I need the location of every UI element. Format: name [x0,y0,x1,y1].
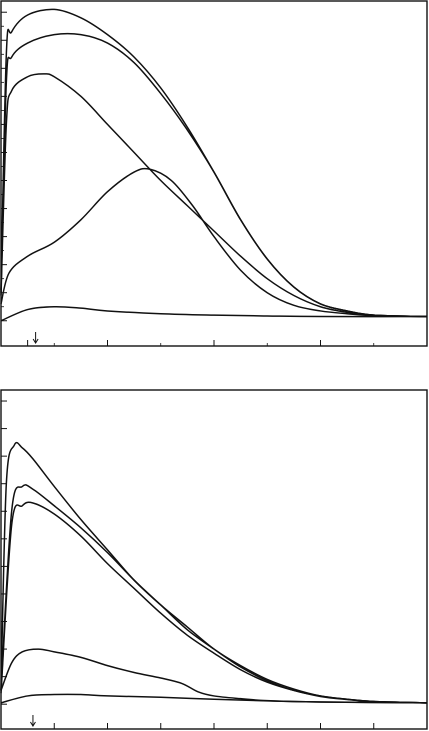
series-line-5 [0,305,428,322]
chart-panel-2 [0,389,428,730]
injection-arrow-head [32,338,39,344]
series-line-2 [0,484,428,704]
series-line-3 [0,501,428,704]
injection-arrow-head [30,721,36,727]
series-line-4 [0,167,428,318]
series-line-2 [0,32,428,318]
plot-frame [0,389,428,730]
series-line-1 [0,8,428,318]
series-line-3 [0,73,428,318]
chart-panel-1 [0,0,428,347]
series-line-5 [0,693,428,704]
series-line-1 [0,441,428,704]
